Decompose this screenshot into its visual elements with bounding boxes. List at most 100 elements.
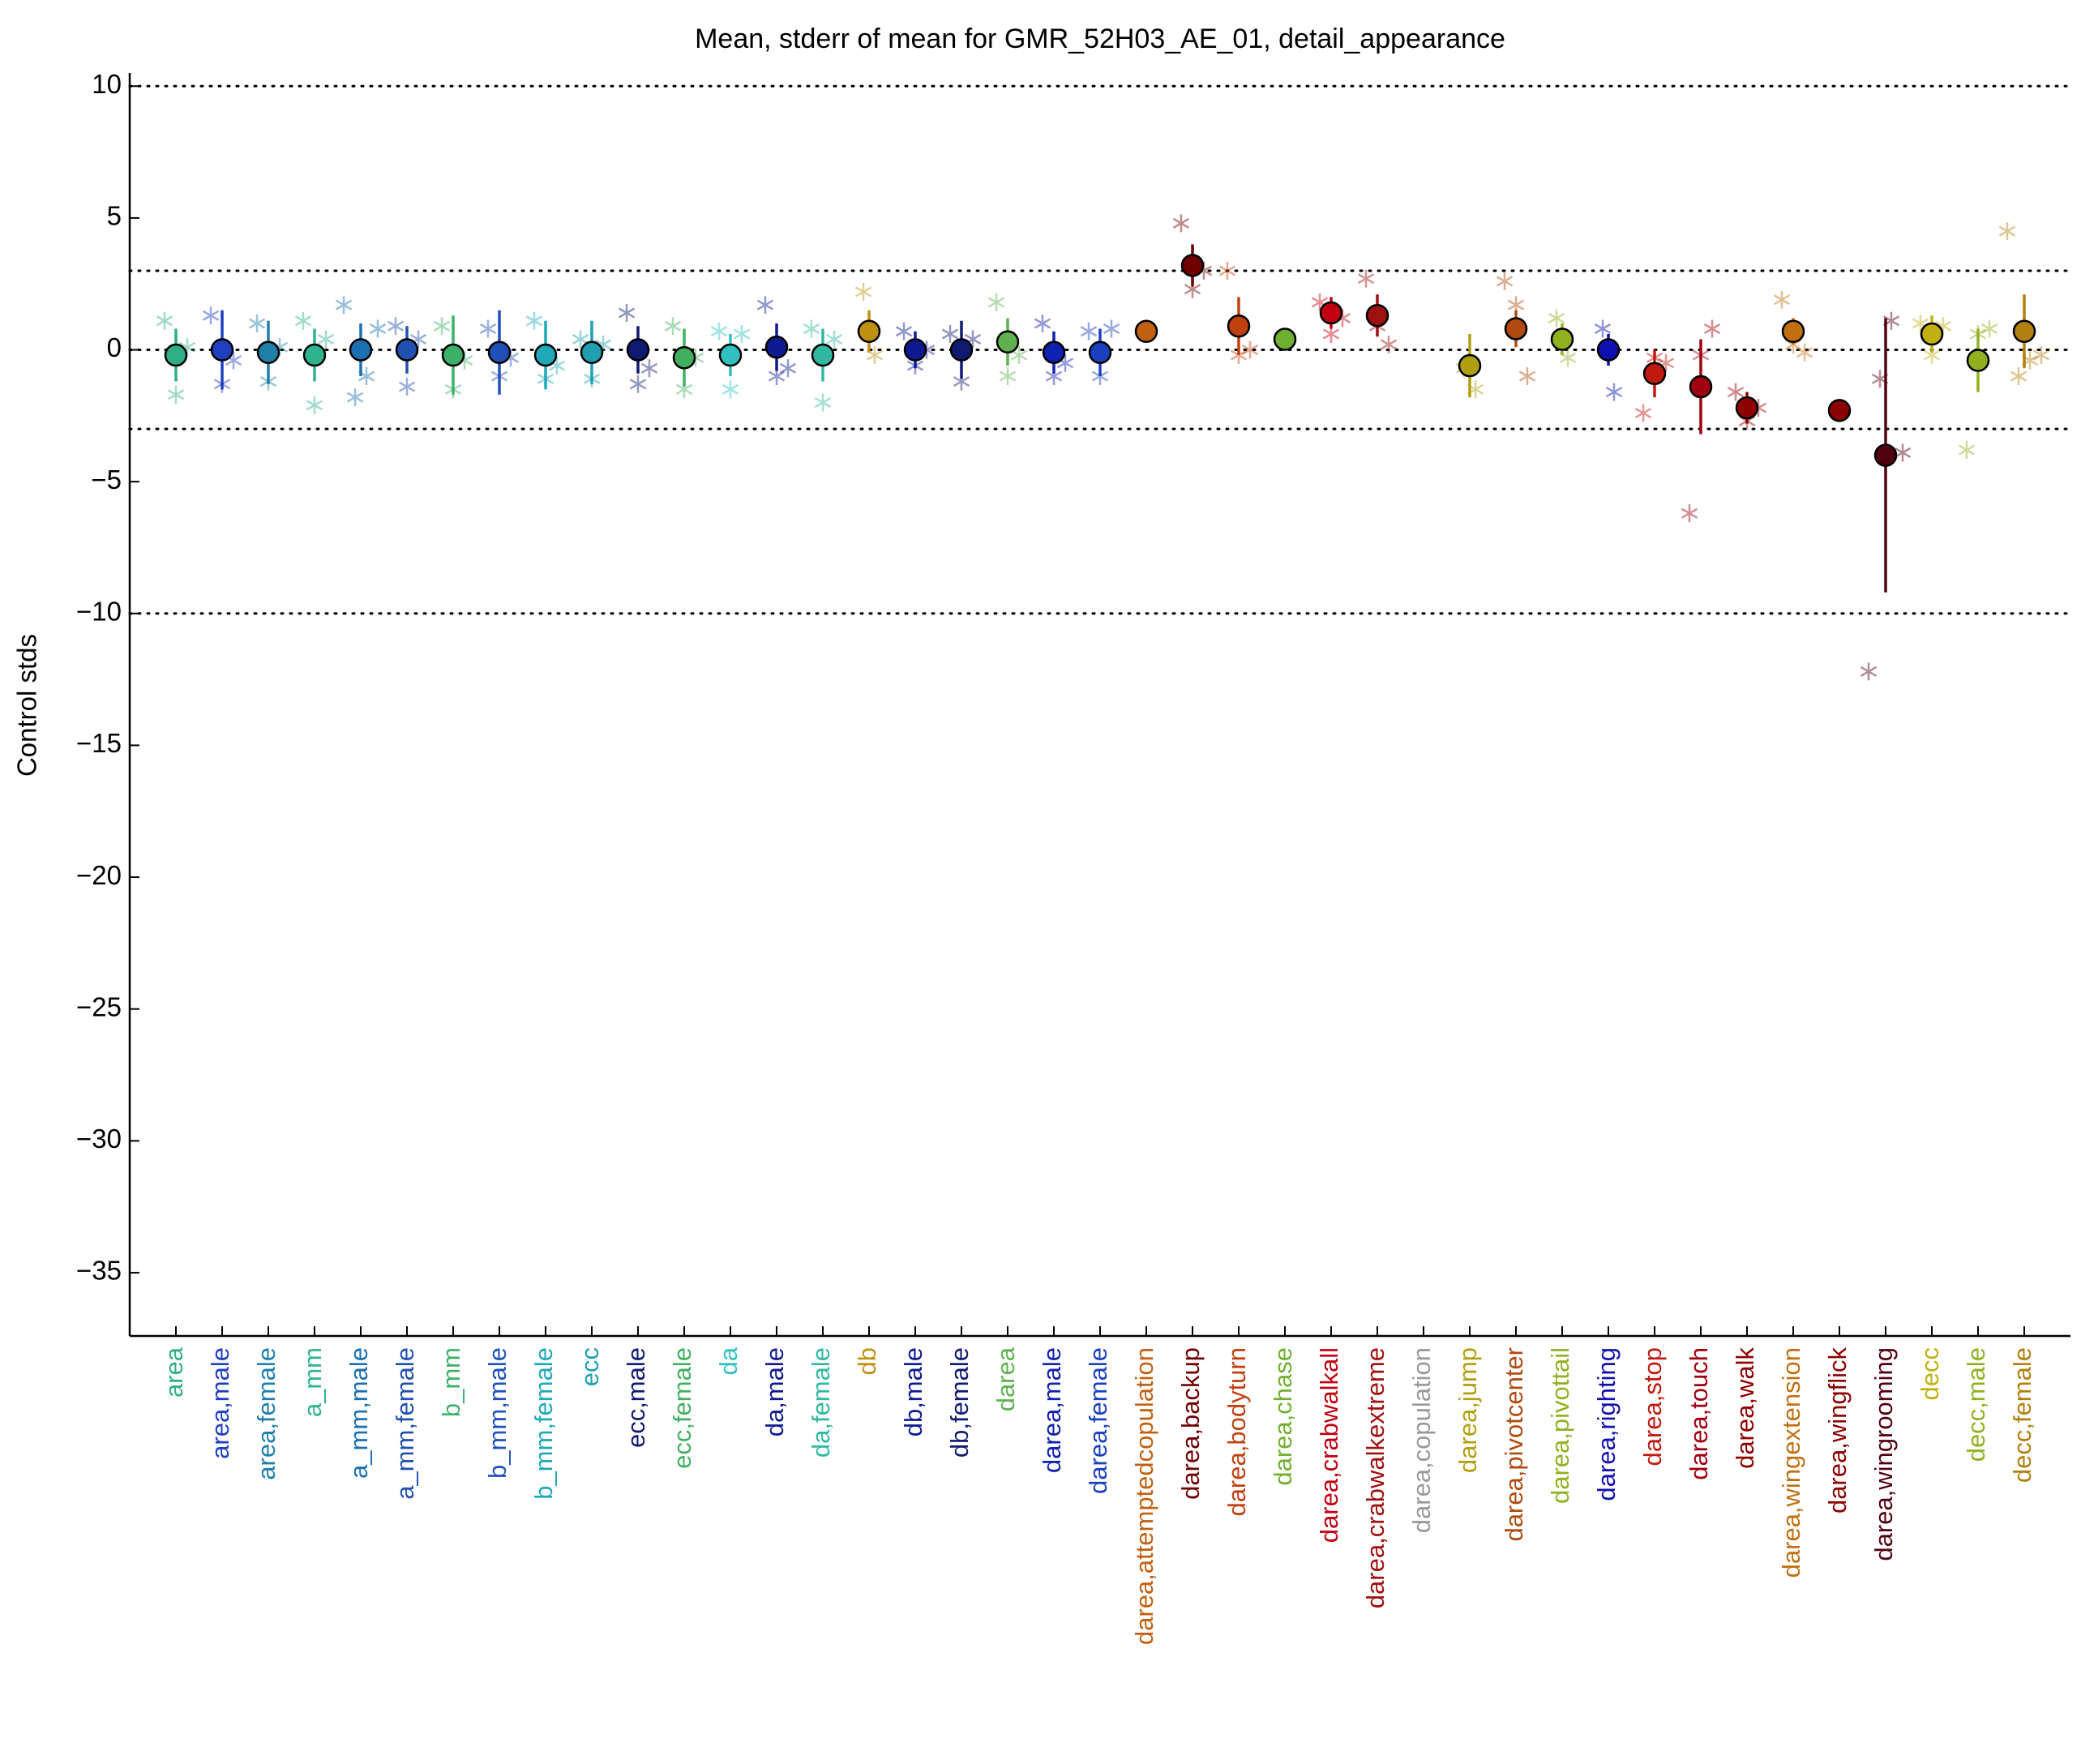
x-tick-label: decc,female (2008, 1347, 2036, 1483)
x-tick-label: area,male (206, 1347, 234, 1459)
x-tick-label: darea,female (1084, 1347, 1112, 1494)
individual-star (1080, 322, 1098, 340)
mean-marker (1827, 399, 1852, 422)
mean-marker (1458, 353, 1482, 378)
x-tick-label: darea,walk (1731, 1347, 1759, 1469)
x-tick-label: area,female (252, 1347, 280, 1480)
individual-star (1010, 346, 1028, 365)
x-tick-label: darea,wingextension (1777, 1347, 1805, 1578)
individual-star (1980, 319, 1998, 338)
individual-star (306, 396, 323, 414)
individual-star (1634, 404, 1652, 422)
x-tick-label: darea,wingrooming (1869, 1347, 1898, 1561)
individual-star (733, 325, 751, 344)
mean-marker (672, 346, 696, 370)
x-tick-label: darea,pivotcenter (1500, 1347, 1528, 1542)
x-tick-label: darea,bodyturn (1222, 1347, 1251, 1517)
individual-star (1703, 319, 1721, 338)
x-tick-label: b_mm (437, 1347, 465, 1417)
individual-star (167, 385, 185, 404)
individual-star (1594, 319, 1612, 338)
x-tick-label: darea,righting (1592, 1347, 1621, 1501)
individual-star (721, 380, 739, 399)
individual-star (387, 317, 405, 336)
mean-marker (1273, 328, 1297, 351)
individual-star (854, 282, 872, 301)
mean-marker (949, 338, 974, 362)
mean-marker (1088, 340, 1112, 365)
y-tick-label: −20 (76, 860, 122, 890)
individual-star (803, 319, 820, 338)
y-tick-label: −15 (76, 728, 122, 758)
x-tick-label: darea,crabwalkall (1315, 1347, 1343, 1543)
x-tick-label: b_mm,female (529, 1347, 558, 1500)
individual-star (1681, 504, 1698, 523)
x-tick-label: a_mm,male (345, 1347, 373, 1479)
individual-star (335, 296, 353, 315)
mean-marker (1180, 254, 1205, 277)
individual-star (1727, 383, 1745, 401)
mean-marker (256, 340, 280, 365)
individual-star (433, 317, 451, 336)
individual-star (814, 393, 832, 412)
x-tick-label: db,female (945, 1347, 974, 1458)
mean-marker (764, 336, 789, 359)
mean-marker (811, 343, 835, 367)
y-tick-label: −10 (76, 597, 122, 627)
individual-star (710, 322, 728, 340)
mean-marker (1920, 322, 1944, 346)
individual-star (1241, 340, 1259, 359)
mean-marker (302, 343, 327, 367)
individual-star (987, 293, 1005, 311)
x-tick-label: da,female (807, 1347, 835, 1458)
individual-star (479, 319, 497, 338)
x-tick-label: ecc,male (622, 1347, 650, 1448)
individual-star (572, 330, 589, 349)
mean-marker (1227, 315, 1251, 338)
individual-star (202, 306, 220, 325)
individual-star (317, 330, 335, 349)
mean-marker (395, 338, 419, 362)
x-tick-label: darea,touch (1685, 1347, 1713, 1480)
individual-star (1548, 309, 1565, 328)
mean-marker (1365, 303, 1389, 328)
mean-marker (210, 338, 234, 362)
x-tick-label: ecc,female (668, 1347, 696, 1469)
individual-star (999, 367, 1017, 386)
individual-star (1860, 662, 1878, 681)
individual-star (294, 311, 312, 330)
x-tick-label: db (853, 1347, 881, 1375)
mean-marker (441, 343, 465, 367)
x-tick-label: darea,male (1038, 1347, 1066, 1473)
x-tick-label: darea,attemptedcopulation (1130, 1347, 1158, 1645)
chart-title: Mean, stderr of mean for GMR_52H03_AE_01… (695, 24, 1505, 54)
x-tick-label: area (160, 1347, 188, 1398)
mean-marker (1550, 328, 1574, 351)
y-tick-label: 5 (107, 201, 122, 231)
individual-star (1380, 336, 1398, 354)
y-tick-label: 0 (107, 332, 122, 362)
x-tick-label: db,male (899, 1347, 927, 1436)
individual-star (1518, 367, 1536, 386)
mean-marker (1873, 443, 1898, 467)
x-tick-label: darea,backup (1176, 1347, 1205, 1500)
y-axis-label: Control stds (12, 634, 42, 777)
individual-star (629, 375, 647, 393)
x-tick-label: darea,copulation (1407, 1347, 1436, 1533)
individual-star (1773, 290, 1791, 309)
mean-marker (718, 343, 743, 367)
individual-star (618, 303, 636, 322)
individual-star (156, 311, 173, 330)
individual-star (825, 330, 843, 349)
individual-star (2010, 367, 2027, 386)
y-tick-label: −25 (76, 991, 122, 1021)
mean-marker (1042, 340, 1066, 365)
x-tick-label: darea,jump (1454, 1347, 1482, 1473)
individual-star (1958, 441, 1976, 460)
mean-marker (1596, 338, 1621, 362)
mean-marker (487, 340, 512, 365)
mean-marker (349, 338, 373, 362)
individual-star (779, 359, 797, 378)
